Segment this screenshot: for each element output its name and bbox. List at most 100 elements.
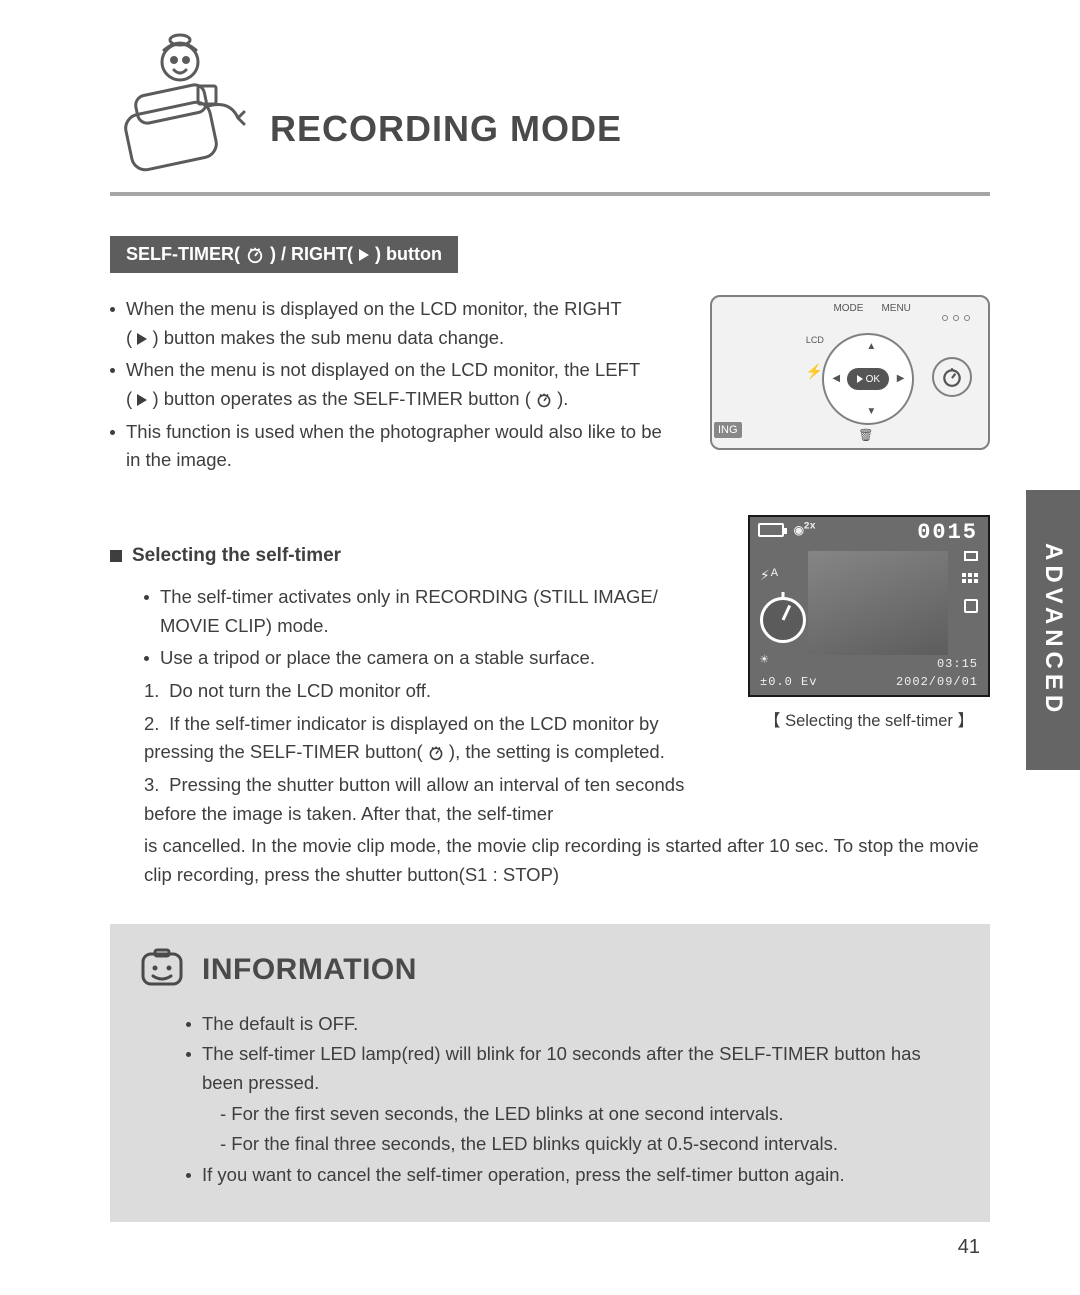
information-header: INFORMATION xyxy=(140,948,960,992)
right-arrow-icon xyxy=(137,333,147,345)
information-block: INFORMATION The default is OFF. The self… xyxy=(110,924,990,1222)
info-item-3: If you want to cancel the self-timer ope… xyxy=(186,1161,960,1190)
step-1: 1. Do not turn the LCD monitor off. xyxy=(144,677,718,706)
dpad-right-icon: ▶ xyxy=(897,373,905,384)
photo-preview xyxy=(808,551,948,655)
flash-icon: ⚡ xyxy=(806,363,823,380)
zoom-text: 2x xyxy=(804,522,816,533)
sub-bullet-list: The self-timer activates only in RECORDI… xyxy=(110,583,718,673)
step-1-num: 1. xyxy=(144,677,164,706)
step-2b: ), the setting is completed. xyxy=(449,741,665,762)
sub-bullet-2: Use a tripod or place the camera on a st… xyxy=(144,644,718,673)
caption-text: Selecting the self-timer xyxy=(785,712,953,730)
play-icon xyxy=(857,375,863,383)
sub-bullet-1: The self-timer activates only in RECORDI… xyxy=(144,583,718,640)
label-mode: MODE xyxy=(833,303,863,314)
section-label-text-3: ) button xyxy=(375,244,442,265)
intro-text-col: When the menu is displayed on the LCD mo… xyxy=(110,295,680,479)
ing-badge: ING xyxy=(714,422,742,438)
camera-back-figure: MODE MENU LCD ⊠ ⚡ OK ▲ ▼ ◀ ▶ 🗑 xyxy=(710,295,990,450)
time-text: 03:15 xyxy=(937,657,978,671)
intro-b1b: ) button makes the sub menu data change. xyxy=(152,327,504,348)
intro-two-col: When the menu is displayed on the LCD mo… xyxy=(110,295,990,479)
camera-back-illustration: MODE MENU LCD ⊠ ⚡ OK ▲ ▼ ◀ ▶ 🗑 xyxy=(710,295,990,450)
info-item-2b: - For the final three seconds, the LED b… xyxy=(186,1130,960,1159)
self-timer-icon xyxy=(428,745,444,761)
whitebalance-icon: ☀ xyxy=(760,652,768,669)
speaker-holes xyxy=(942,315,970,321)
selftimer-text-col: Selecting the self-timer The self-timer … xyxy=(110,515,718,832)
information-icon xyxy=(140,948,184,992)
lcd-figure: ◉2x 0015 ⚡ᴬ ☀ ±0.0 Ev 03:15 2002/09/01 【… xyxy=(748,515,990,731)
trash-icon: 🗑 xyxy=(858,428,873,442)
size-icon xyxy=(964,551,978,561)
step-2-num: 2. xyxy=(144,710,164,739)
step-3-continuation: is cancelled. In the movie clip mode, th… xyxy=(110,832,990,889)
battery-icon xyxy=(758,523,784,537)
step-3a: Pressing the shutter button will allow a… xyxy=(144,774,684,824)
info-item-2: The self-timer LED lamp(red) will blink … xyxy=(186,1040,960,1097)
self-timer-icon xyxy=(246,246,264,264)
info-item-2a: - For the first seven seconds, the LED b… xyxy=(186,1100,960,1129)
caption-prefix: 【 xyxy=(764,712,785,730)
dpad: OK ▲ ▼ ◀ ▶ xyxy=(822,333,914,425)
right-arrow-icon xyxy=(137,394,147,406)
information-list: The default is OFF. The self-timer LED l… xyxy=(140,1010,960,1190)
shots-remaining: 0015 xyxy=(917,520,978,545)
intro-b2c: ). xyxy=(557,388,568,409)
self-timer-icon xyxy=(941,366,963,388)
side-tab-text: ADVANCED xyxy=(1039,543,1067,717)
square-bullet-icon xyxy=(110,550,122,562)
page-number: 41 xyxy=(958,1236,980,1259)
intro-bullet-1: When the menu is displayed on the LCD mo… xyxy=(110,295,680,352)
step-2: 2. If the self-timer indicator is displa… xyxy=(144,710,718,767)
subheading-text: Selecting the self-timer xyxy=(132,545,341,567)
mascot-illustration xyxy=(110,30,250,180)
dpad-up-icon: ▲ xyxy=(866,341,876,352)
header-rule xyxy=(110,192,990,196)
dpad-left-icon: ◀ xyxy=(832,373,840,384)
card-icon xyxy=(964,599,978,613)
side-tab: ADVANCED xyxy=(1026,490,1080,770)
ok-label: OK xyxy=(866,374,880,385)
manual-page: RECORDING MODE SELF-TIMER( ) / RIGHT( ) … xyxy=(0,0,1080,1295)
step-3: 3. Pressing the shutter button will allo… xyxy=(144,771,718,828)
lcd-caption: 【 Selecting the self-timer 】 xyxy=(748,707,990,731)
intro-b2a: When the menu is not displayed on the LC… xyxy=(126,359,640,380)
section-label: SELF-TIMER( ) / RIGHT( ) button xyxy=(110,236,458,273)
dpad-down-icon: ▼ xyxy=(866,406,876,417)
ev-text: ±0.0 Ev xyxy=(760,675,817,689)
section-label-text-1: SELF-TIMER( xyxy=(126,244,240,265)
lcd-preview: ◉2x 0015 ⚡ᴬ ☀ ±0.0 Ev 03:15 2002/09/01 xyxy=(748,515,990,697)
intro-b1a: When the menu is displayed on the LCD mo… xyxy=(126,298,622,319)
timer-button xyxy=(932,357,972,397)
info-2a-text: - For the first seven seconds, the LED b… xyxy=(202,1103,784,1124)
self-timer-icon xyxy=(536,392,552,408)
ok-button: OK xyxy=(847,368,889,390)
caption-suffix: 】 xyxy=(953,712,974,730)
right-arrow-icon xyxy=(359,249,369,261)
intro-bullet-list: When the menu is displayed on the LCD mo… xyxy=(110,295,680,475)
header-row: RECORDING MODE xyxy=(110,30,990,180)
intro-bullet-2: When the menu is not displayed on the LC… xyxy=(110,356,680,413)
section-label-text-2: ) / RIGHT( xyxy=(270,244,353,265)
camera-mode-icon: ◉2x xyxy=(794,520,816,540)
camera-top-labels: MODE MENU xyxy=(833,303,910,314)
intro-bullet-3: This function is used when the photograp… xyxy=(110,418,680,475)
subheading: Selecting the self-timer xyxy=(110,545,718,567)
flash-auto-icon: ⚡ᴬ xyxy=(760,565,779,585)
quality-icon xyxy=(962,573,978,583)
date-text: 2002/09/01 xyxy=(896,675,978,689)
label-lcd: LCD xyxy=(806,335,824,345)
selftimer-two-col: Selecting the self-timer The self-timer … xyxy=(110,515,990,832)
step-1-text: Do not turn the LCD monitor off. xyxy=(169,680,431,701)
info-item-1: The default is OFF. xyxy=(186,1010,960,1039)
information-title: INFORMATION xyxy=(202,953,417,987)
step-3-num: 3. xyxy=(144,771,164,800)
info-2b-text: - For the final three seconds, the LED b… xyxy=(202,1133,838,1154)
page-title: RECORDING MODE xyxy=(270,108,622,180)
label-menu: MENU xyxy=(881,303,910,314)
intro-b2b: ) button operates as the SELF-TIMER butt… xyxy=(152,388,530,409)
self-timer-indicator-icon xyxy=(760,597,806,643)
step-list: 1. Do not turn the LCD monitor off. 2. I… xyxy=(110,677,718,828)
